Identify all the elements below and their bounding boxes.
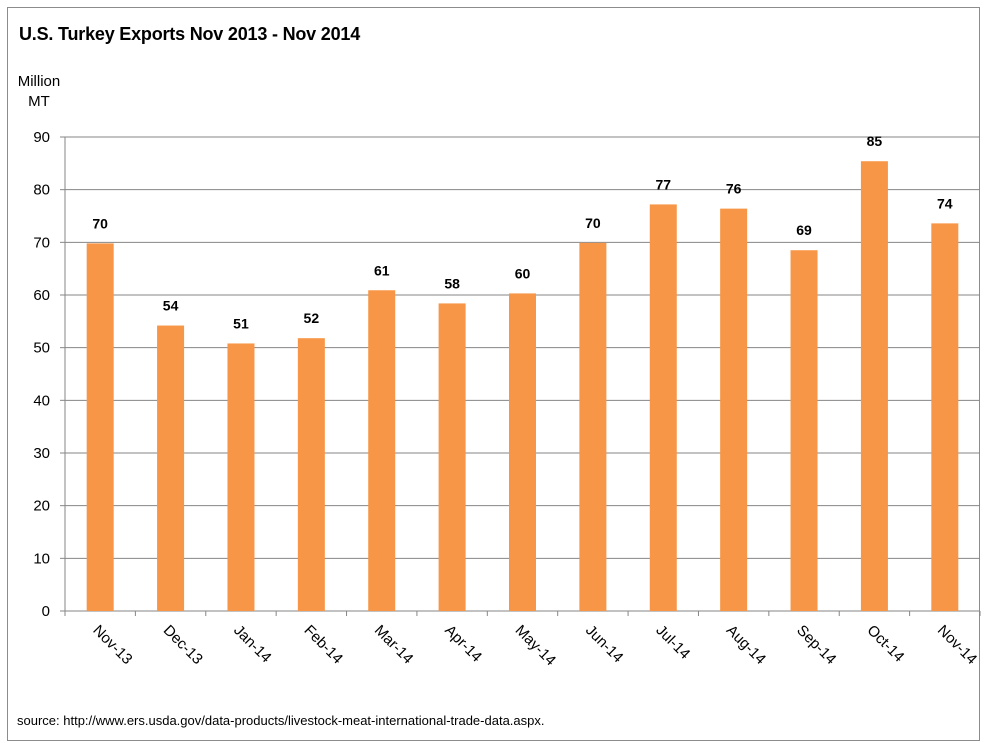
y-tick-label: 90 — [33, 129, 50, 146]
bar — [509, 293, 536, 611]
bar — [86, 243, 114, 612]
source-note: source: http://www.ers.usda.gov/data-pro… — [17, 713, 545, 728]
x-tick-label: Apr-14 — [441, 622, 485, 666]
x-tick-label: Oct-14 — [864, 622, 908, 666]
x-tick-label: Jul-14 — [652, 622, 693, 663]
y-tick-label: 70 — [33, 234, 50, 251]
data-label: 58 — [444, 275, 460, 291]
data-label: 77 — [655, 176, 671, 192]
y-axis-unit-line1: Million — [17, 73, 61, 90]
y-tick-label: 10 — [33, 550, 50, 567]
data-label: 74 — [937, 195, 953, 211]
bar — [931, 223, 959, 611]
bar — [579, 242, 607, 612]
data-label: 70 — [92, 215, 108, 231]
data-label: 54 — [163, 298, 179, 314]
chart-title: U.S. Turkey Exports Nov 2013 - Nov 2014 — [19, 24, 361, 44]
bar — [649, 204, 677, 611]
x-tick-label: Jan-14 — [230, 622, 274, 666]
y-tick-label: 20 — [33, 498, 50, 515]
bar — [790, 250, 818, 611]
y-axis-unit-label: Million MT — [14, 72, 64, 112]
x-tick-label: Mar-14 — [371, 622, 417, 668]
x-tick-label: Jun-14 — [582, 622, 626, 666]
data-label: 51 — [233, 315, 249, 331]
bar — [297, 338, 325, 611]
x-tick-label: May-14 — [512, 622, 559, 669]
bar — [438, 303, 466, 611]
y-tick-label: 50 — [33, 340, 50, 357]
bar — [227, 343, 255, 611]
data-label: 85 — [867, 133, 883, 149]
x-tick-label: Dec-13 — [160, 622, 206, 668]
x-tick-label: Aug-14 — [723, 622, 769, 668]
data-label: 70 — [585, 215, 601, 231]
bar — [720, 208, 748, 612]
y-tick-label: 30 — [33, 445, 50, 462]
bar — [157, 325, 185, 611]
data-label: 69 — [796, 222, 812, 238]
data-label: 61 — [374, 262, 390, 278]
data-label: 60 — [515, 265, 531, 281]
y-tick-label: 0 — [42, 603, 50, 620]
y-tick-label: 60 — [33, 287, 50, 304]
y-tick-label: 80 — [33, 182, 50, 199]
bar — [368, 290, 396, 611]
y-tick-label: 40 — [33, 392, 50, 409]
data-label: 52 — [304, 310, 320, 326]
x-tick-label: Sep-14 — [793, 622, 839, 668]
data-label: 76 — [726, 181, 742, 197]
x-tick-label: Nov-13 — [89, 622, 135, 668]
x-tick-label: Feb-14 — [301, 622, 347, 668]
y-axis-unit-line2: MT — [28, 93, 50, 110]
x-tick-label: Nov-14 — [934, 622, 980, 668]
bar — [860, 161, 888, 611]
